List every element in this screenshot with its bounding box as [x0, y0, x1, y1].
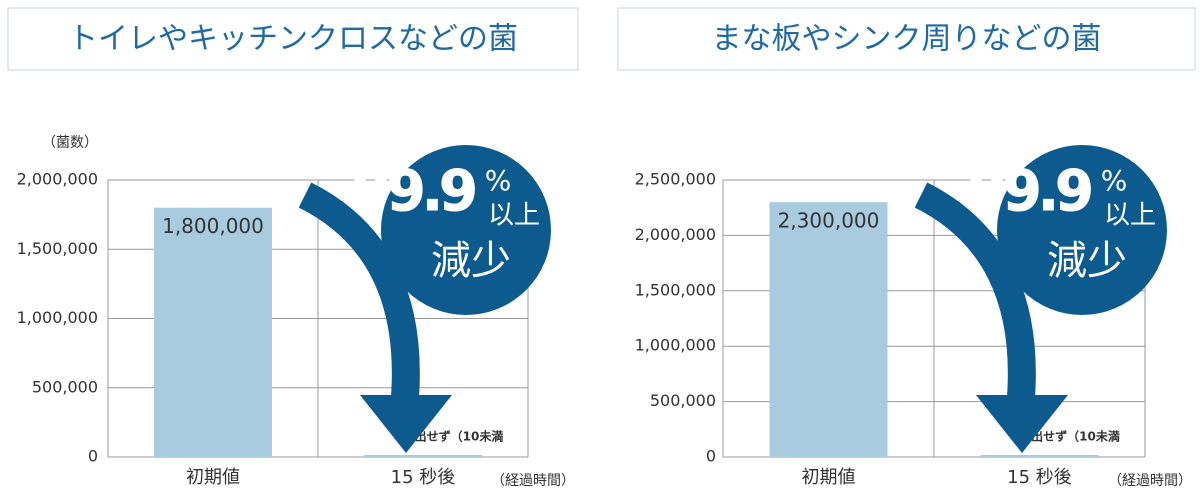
arrow-shaft	[298, 182, 420, 398]
badge-qualifier: 以上	[488, 201, 540, 231]
chart-title: まな板やシンク周りなどの菌	[712, 22, 1102, 57]
arrow-shaft	[914, 182, 1036, 398]
arrow-head	[360, 395, 452, 453]
badge-number: 99.9	[968, 159, 1091, 224]
x-tick-label: 初期値	[186, 467, 240, 488]
x-tick-label: 15 秒後	[391, 467, 456, 488]
chart-title: トイレやキッチンクロスなどの菌	[68, 22, 518, 57]
annotation: 検出せず（10未満	[1019, 429, 1120, 444]
badge	[997, 145, 1167, 315]
title-box	[7, 7, 579, 71]
badge-text: 減少	[1047, 238, 1127, 284]
chart: トイレやキッチンクロスなどの菌 （菌数） 0 500,000 1,000,000 1,50…	[7, 7, 579, 489]
bar	[769, 202, 888, 457]
y-tick-label: 2,500,000	[635, 170, 716, 189]
y-tick-label: 0	[706, 447, 716, 466]
badge	[381, 145, 551, 315]
badge-qualifier: 以上	[1104, 201, 1156, 231]
badge-text: 減少	[431, 238, 511, 284]
chart: まな板やシンク周りなどの菌 0 500,000 1,000,000 1,500,000 2…	[617, 7, 1196, 489]
value-label: 2,300,000	[778, 209, 880, 233]
x-tick-label: 15 秒後	[1007, 467, 1072, 488]
y-tick-label: 500,000	[32, 377, 98, 396]
value-label: 1,800,000	[162, 214, 264, 238]
x-note: （経過時間）	[491, 473, 575, 489]
badge-unit: %	[1101, 164, 1128, 197]
annotation: 検出せず（10未満	[403, 429, 504, 444]
y-tick-label: 1,500,000	[17, 239, 98, 258]
y-tick-label: 0	[88, 447, 98, 466]
y-axis-label: （菌数）	[42, 135, 98, 151]
x-tick-label: 初期値	[802, 467, 856, 488]
x-note: （経過時間）	[1108, 473, 1192, 489]
y-tick-label: 2,000,000	[17, 170, 98, 189]
title-box	[617, 7, 1196, 71]
y-tick-label: 1,000,000	[635, 336, 716, 355]
y-tick-label: 2,000,000	[635, 225, 716, 244]
y-tick-label: 500,000	[650, 391, 716, 410]
badge-unit: %	[485, 164, 512, 197]
bar	[154, 207, 272, 457]
arrow-head	[976, 395, 1068, 453]
y-tick-label: 1,500,000	[635, 280, 716, 299]
y-tick-label: 1,000,000	[17, 308, 98, 327]
badge-number: 99.9	[352, 159, 475, 224]
